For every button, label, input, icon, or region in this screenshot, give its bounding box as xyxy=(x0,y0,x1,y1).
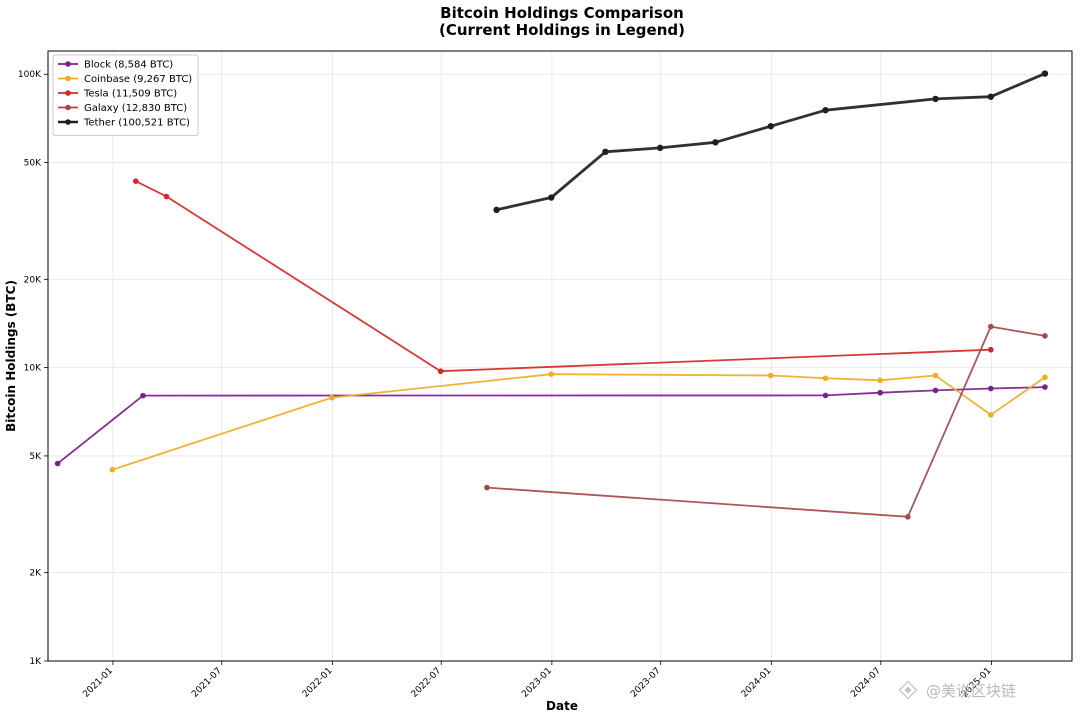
data-point xyxy=(822,375,829,382)
data-point xyxy=(329,394,335,401)
series-line xyxy=(135,180,991,373)
legend-swatch-marker xyxy=(65,119,71,125)
data-point xyxy=(767,372,774,379)
chart-subtitle: (Current Holdings in Legend) xyxy=(439,21,685,39)
y-tick-label: 100K xyxy=(18,70,42,80)
legend-swatch-marker xyxy=(65,75,71,82)
grid xyxy=(48,51,1072,662)
y-axis-label: Bitcoin Holdings (BTC) xyxy=(4,280,18,432)
legend-item: Tether (100,521 BTC) xyxy=(58,118,190,129)
data-point xyxy=(109,466,116,473)
data-point xyxy=(602,148,609,156)
legend-label: Galaxy (12,830 BTC) xyxy=(84,103,187,114)
x-tick-label: 2021-07 xyxy=(190,666,224,700)
data-point xyxy=(484,484,490,491)
data-point xyxy=(1042,384,1048,390)
plot-area-frame xyxy=(47,50,1073,662)
legend-item: Tesla (11,509 BTC) xyxy=(58,89,177,100)
legend-label: Tesla (11,509 BTC) xyxy=(83,89,177,100)
series-3 xyxy=(484,323,1048,520)
x-tick-label: 2022-07 xyxy=(410,666,444,700)
data-point xyxy=(656,144,664,152)
series-layer xyxy=(54,70,1049,520)
legend-swatch-marker xyxy=(65,104,71,111)
legend-box xyxy=(52,54,199,136)
y-tick-label: 50K xyxy=(24,159,42,169)
y-tick-label: 10K xyxy=(24,364,42,374)
data-point xyxy=(767,123,774,130)
legend-swatch-marker xyxy=(65,61,71,67)
data-point xyxy=(493,206,500,214)
watermark-text: @美说区块链 xyxy=(926,682,1016,700)
data-point xyxy=(905,514,911,520)
series-line xyxy=(496,72,1046,212)
data-point xyxy=(437,368,444,375)
series-2 xyxy=(132,178,994,375)
series-4 xyxy=(493,70,1049,214)
series-0 xyxy=(54,384,1048,467)
data-point xyxy=(932,387,939,394)
x-tick-label: 2024-01 xyxy=(740,666,774,700)
legend-item: Galaxy (12,830 BTC) xyxy=(58,103,187,114)
data-point xyxy=(1042,374,1048,381)
axis-ticks: 1K 2K 5K 10K 20K 50K 100K 2021-01 2021-07 2022-01… xyxy=(18,70,994,699)
y-tick-label: 1K xyxy=(29,657,42,667)
series-1 xyxy=(109,371,1048,473)
y-tick-label: 5K xyxy=(29,452,42,462)
data-point xyxy=(988,412,994,418)
x-tick-label: 2022-01 xyxy=(301,666,335,700)
watermark-logo-icon xyxy=(898,680,918,700)
data-point xyxy=(987,93,995,100)
legend-swatch-marker xyxy=(65,90,71,96)
data-point xyxy=(1041,70,1049,77)
watermark: @美说区块链 xyxy=(898,680,1016,700)
data-point xyxy=(548,371,555,377)
legend-label: Tether (100,521 BTC) xyxy=(83,118,190,129)
data-point xyxy=(822,107,829,114)
data-point xyxy=(163,193,170,200)
series-line xyxy=(486,325,1046,518)
data-point xyxy=(932,95,939,103)
data-point xyxy=(140,392,146,399)
x-tick-label: 2021-01 xyxy=(81,666,115,700)
x-tick-label: 2023-07 xyxy=(629,666,663,700)
data-point xyxy=(932,372,939,379)
series-line xyxy=(57,386,1045,465)
x-tick-label: 2024-07 xyxy=(849,666,883,700)
data-point xyxy=(54,460,61,467)
data-point xyxy=(822,392,829,399)
data-point xyxy=(712,139,719,146)
y-tick-label: 2K xyxy=(29,569,42,579)
data-point xyxy=(988,385,994,392)
data-point xyxy=(988,346,994,353)
legend-item: Coinbase (9,267 BTC) xyxy=(58,74,192,85)
data-point xyxy=(877,389,883,396)
y-tick-label: 20K xyxy=(24,275,42,285)
legend: Block (8,584 BTC) Coinbase (9,267 BTC) Tes… xyxy=(52,54,199,136)
data-point xyxy=(132,178,139,184)
data-point xyxy=(1042,333,1048,339)
series-line xyxy=(112,373,1046,471)
x-tick-label: 2023-01 xyxy=(520,666,554,700)
legend-item: Block (8,584 BTC) xyxy=(58,60,173,71)
legend-label: Block (8,584 BTC) xyxy=(84,60,173,71)
legend-label: Coinbase (9,267 BTC) xyxy=(84,74,192,85)
data-point xyxy=(548,194,555,201)
x-axis-label: Date xyxy=(546,699,578,713)
chart-title: Bitcoin Holdings Comparison xyxy=(440,4,684,22)
data-point xyxy=(988,323,994,330)
data-point xyxy=(877,377,883,384)
